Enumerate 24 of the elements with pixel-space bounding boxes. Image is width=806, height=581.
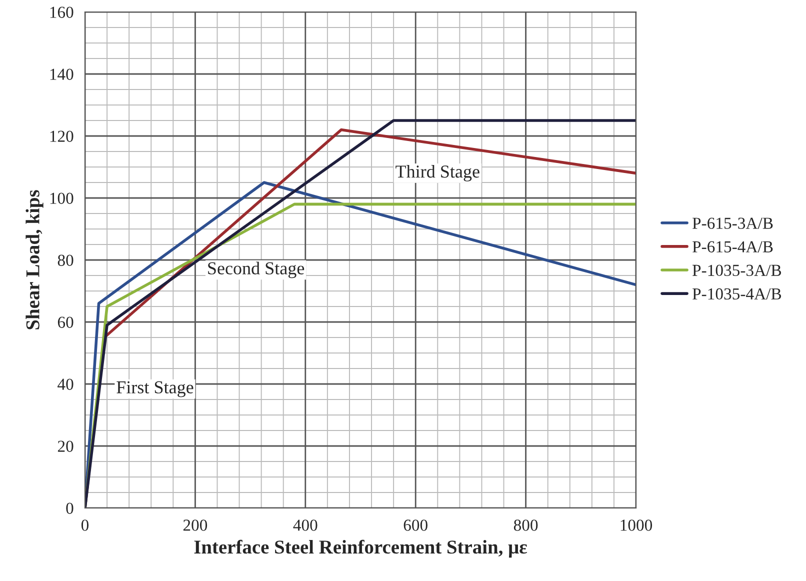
y-tick-label: 40 [58,378,74,390]
x-tick-label: 200 [183,520,208,531]
annotation: Second Stage [208,262,304,278]
x-tick-label: 1000 [620,520,652,531]
y-tick-label: 80 [58,254,74,266]
legend-label: P-1035-4A/B [692,288,782,300]
y-tick-label: 160 [50,6,74,18]
legend-label: P-615-4A/B [692,241,773,252]
y-tick-label: 100 [50,192,74,204]
x-tick-label: 0 [81,520,89,531]
legend-label: P-615-3A/B [692,218,773,229]
y-tick-label: 120 [50,130,74,142]
annotation: Third Stage [396,164,480,182]
legend-label: P-1035-3A/B [692,264,782,276]
y-tick-label: 60 [58,316,74,328]
x-axis-title: Interface Steel Reinforcement Strain, με [194,540,527,558]
x-tick-label: 600 [404,520,428,531]
x-tick-label: 400 [293,520,318,531]
y-tick-label: 0 [66,502,74,514]
annotation: First Stage [116,381,194,398]
x-tick-label: 800 [514,520,538,531]
y-tick-label: 140 [50,68,74,80]
y-axis-title: Shear Load, kips [26,190,44,330]
y-tick-label: 20 [58,440,74,452]
